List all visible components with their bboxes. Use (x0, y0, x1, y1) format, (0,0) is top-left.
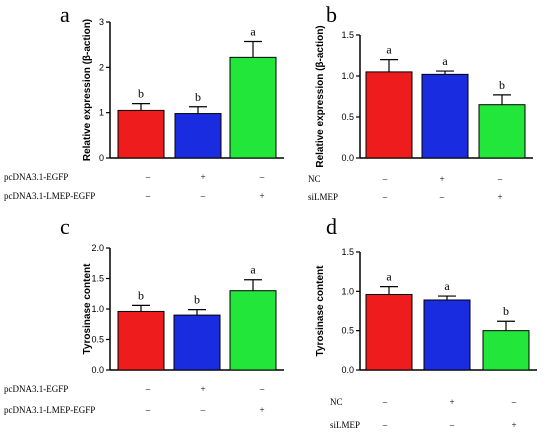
condition-mark: – (449, 420, 455, 430)
significance-label: b (138, 288, 144, 302)
condition-mark: + (449, 397, 454, 407)
bar (421, 73, 469, 159)
significance-label: a (386, 270, 392, 284)
condition-mark: – (145, 191, 151, 201)
panel-letter: c (60, 214, 70, 239)
y-tick-label: 1.5 (341, 30, 354, 40)
y-axis-title: Tyrosinase content (82, 263, 93, 355)
significance-label: a (250, 24, 256, 38)
condition-mark: + (200, 384, 205, 394)
condition-mark: – (145, 384, 151, 394)
condition-label: pcDNA3.1-EGFP (4, 384, 68, 394)
bar (229, 56, 277, 159)
y-tick-label: 3 (99, 17, 104, 27)
panel-d: d Tyrosinase content 0.0 0.5 1.0 1.5 a a b NC – + – s… (315, 214, 537, 430)
panel-c: c Tyrosinase content 0.0 0.5 1.0 1.5 2.0 b b a pcD… (4, 214, 284, 415)
condition-mark: – (382, 192, 388, 202)
significance-label: b (195, 90, 201, 104)
y-tick-label: 1.0 (341, 286, 354, 296)
condition-mark: + (497, 192, 502, 202)
y-tick-label: 1.5 (91, 274, 104, 284)
y-tick-label: 2 (99, 62, 104, 72)
bar (482, 330, 530, 371)
y-tick-label: 2.0 (91, 243, 104, 253)
condition-mark: + (259, 191, 264, 201)
condition-label: NC (308, 174, 321, 184)
significance-label: a (444, 279, 450, 293)
y-tick-label: 0.0 (341, 153, 354, 163)
significance-label: b (499, 78, 505, 92)
condition-mark: – (259, 384, 265, 394)
condition-mark: – (200, 191, 206, 201)
condition-mark: – (382, 397, 388, 407)
y-axis-title: Tyrosinase content (315, 265, 326, 357)
condition-mark: – (511, 397, 517, 407)
bar (117, 310, 165, 371)
y-axis-title: Relative expression (β-action) (315, 25, 326, 167)
y-tick-label: 0.5 (341, 112, 354, 122)
condition-label: pcDNA3.1-EGFP (4, 172, 68, 182)
bar (173, 314, 221, 371)
bar (478, 104, 526, 159)
condition-mark: – (439, 192, 445, 202)
condition-mark: – (259, 172, 265, 182)
condition-mark: – (382, 174, 388, 184)
panel-letter: b (326, 2, 337, 27)
condition-label: pcDNA3.1-LMEP-EGFP (4, 405, 95, 415)
y-tick-label: 0.0 (341, 365, 354, 375)
condition-mark: – (200, 405, 206, 415)
condition-mark: – (382, 420, 388, 430)
significance-label: a (250, 263, 256, 277)
bar (117, 109, 165, 159)
condition-label: NC (330, 397, 343, 407)
condition-mark: – (145, 172, 151, 182)
condition-mark: + (439, 174, 444, 184)
condition-label: siLMEP (308, 192, 338, 202)
panel-a: a Relative expression (β-action) 0 1 2 3 b b a pc… (4, 2, 284, 201)
condition-mark: – (145, 405, 151, 415)
condition-mark: + (511, 420, 516, 430)
significance-label: b (503, 304, 509, 318)
y-tick-label: 1.0 (91, 304, 104, 314)
bar (423, 299, 471, 371)
condition-mark: + (200, 172, 205, 182)
y-tick-label: 1.0 (341, 71, 354, 81)
significance-label: a (442, 54, 448, 68)
y-tick-label: 0.5 (91, 335, 104, 345)
panel-letter: d (326, 214, 337, 239)
condition-mark: – (497, 174, 503, 184)
significance-label: b (138, 87, 144, 101)
condition-mark: + (259, 405, 264, 415)
significance-label: b (194, 293, 200, 307)
bar (174, 113, 222, 159)
bar (365, 71, 413, 159)
condition-label: pcDNA3.1-LMEP-EGFP (4, 191, 95, 201)
y-tick-label: 0.5 (341, 326, 354, 336)
y-axis-title: Relative expression (β-action) (82, 19, 93, 161)
y-tick-label: 1 (99, 108, 104, 118)
condition-label: siLMEP (330, 420, 360, 430)
panel-letter: a (60, 2, 70, 27)
bar (365, 293, 413, 371)
y-tick-label: 0 (99, 153, 104, 163)
bar (229, 290, 277, 371)
y-tick-label: 0.0 (91, 365, 104, 375)
significance-label: a (386, 43, 392, 57)
y-tick-label: 1.5 (341, 247, 354, 257)
